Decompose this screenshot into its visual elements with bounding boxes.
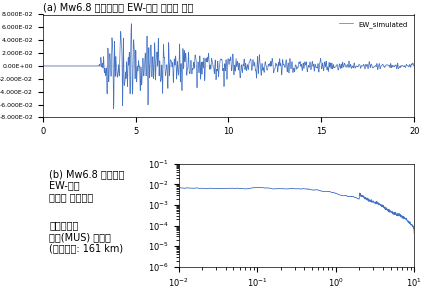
EW_simulated bbox=[111, 107, 116, 110]
Legend: EW_simulated: EW_simulated bbox=[336, 18, 410, 30]
EW_simulated bbox=[221, 75, 226, 78]
EW_simulated bbox=[411, 64, 416, 68]
Line: EW_simulated: EW_simulated bbox=[43, 24, 413, 109]
EW_simulated bbox=[128, 22, 133, 26]
EW_simulated bbox=[400, 65, 405, 68]
Text: (a) Mw6.8 모사지진파 EW-성분 가속도 파형: (a) Mw6.8 모사지진파 EW-성분 가속도 파형 bbox=[43, 2, 193, 12]
Text: 오대산지진
문산(MUS) 관측소
(진앙거리: 161 km): 오대산지진 문산(MUS) 관측소 (진앙거리: 161 km) bbox=[49, 220, 123, 254]
EW_simulated bbox=[40, 64, 45, 68]
EW_simulated bbox=[59, 64, 64, 68]
EW_simulated bbox=[332, 65, 337, 69]
EW_simulated bbox=[211, 66, 216, 70]
Text: (b) Mw6.8 모사지진
EW-성분
가속도 스펙트럼: (b) Mw6.8 모사지진 EW-성분 가속도 스펙트럼 bbox=[49, 169, 124, 202]
EW_simulated bbox=[400, 65, 405, 68]
